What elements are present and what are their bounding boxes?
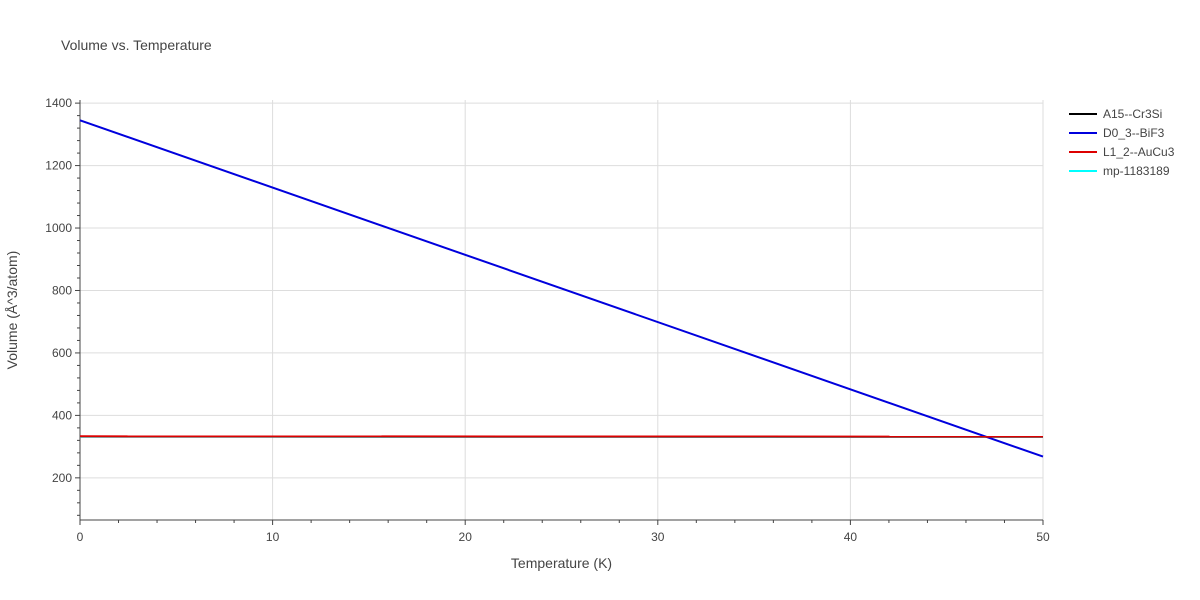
- legend-item[interactable]: A15--Cr3Si: [1069, 107, 1162, 121]
- x-tick-label: 40: [844, 530, 858, 544]
- chart-title: Volume vs. Temperature: [61, 37, 212, 53]
- y-tick-label: 1000: [45, 221, 72, 235]
- y-tick-label: 400: [52, 408, 72, 422]
- y-tick-label: 600: [52, 346, 72, 360]
- x-tick-label: 20: [459, 530, 473, 544]
- legend[interactable]: A15--Cr3Si D0_3--BiF3 L1_2--AuCu3 mp-118318…: [1069, 107, 1175, 178]
- x-tick-label: 10: [266, 530, 280, 544]
- legend-item[interactable]: mp-1183189: [1069, 164, 1170, 178]
- axes-layer: 0 10 20 30 40 50 200 400 600 800 1000 1200 1400: [45, 96, 1050, 544]
- y-tick-label: 200: [52, 471, 72, 485]
- y-tick-label: 1400: [45, 96, 72, 110]
- x-tick-label: 50: [1036, 530, 1050, 544]
- legend-label: L1_2--AuCu3: [1103, 145, 1175, 159]
- x-axis-title: Temperature (K): [511, 555, 612, 571]
- legend-item[interactable]: L1_2--AuCu3: [1069, 145, 1175, 159]
- y-tick-label: 800: [52, 283, 72, 297]
- series-line-D0_3--BiF3: [79, 119, 1044, 458]
- legend-label: D0_3--BiF3: [1103, 126, 1165, 140]
- y-axis-title: Volume (Å^3/atom): [4, 251, 20, 370]
- grid-layer: [80, 100, 1044, 520]
- legend-label: mp-1183189: [1103, 164, 1170, 178]
- legend-label: A15--Cr3Si: [1103, 107, 1162, 121]
- y-tick-label: 1200: [45, 159, 72, 173]
- legend-item[interactable]: D0_3--BiF3: [1069, 126, 1165, 140]
- series-layer: [79, 119, 1044, 458]
- x-tick-label: 0: [77, 530, 84, 544]
- x-tick-label: 30: [651, 530, 665, 544]
